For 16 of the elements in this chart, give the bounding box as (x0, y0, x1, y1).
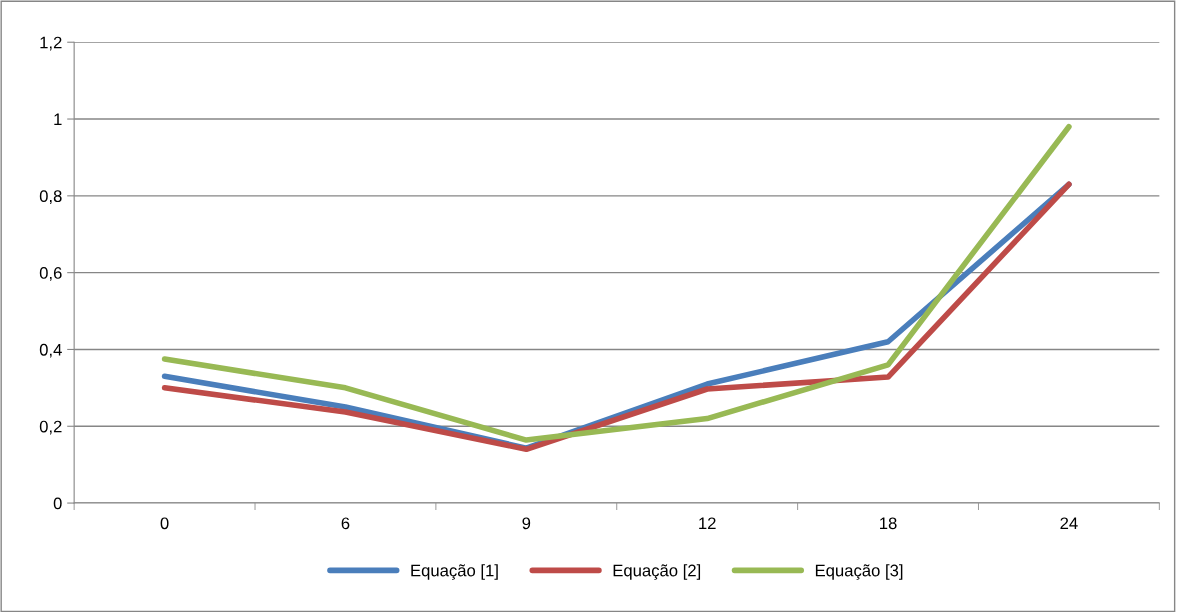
x-tick-label: 0 (160, 517, 169, 530)
x-tick-label: 24 (1060, 517, 1078, 530)
y-tick-label: 0,4 (39, 343, 62, 358)
y-tick-label: 0,8 (39, 190, 62, 205)
y-tick-label: 0,2 (39, 420, 62, 435)
x-tick-label: 9 (522, 517, 531, 530)
x-tick-label: 6 (341, 517, 350, 530)
legend-label: Equação [1] (411, 564, 498, 580)
y-tick-label: 0,6 (39, 267, 62, 281)
y-tick-label: 1 (54, 113, 62, 126)
x-tick-label: 18 (880, 517, 897, 530)
legend-label: Equação [2] (613, 564, 701, 580)
x-tick-label: 12 (699, 517, 716, 530)
y-tick-label: 0 (53, 497, 62, 510)
legend-label: Equação [3] (815, 564, 903, 580)
y-tick-label: 1,2 (40, 36, 62, 51)
